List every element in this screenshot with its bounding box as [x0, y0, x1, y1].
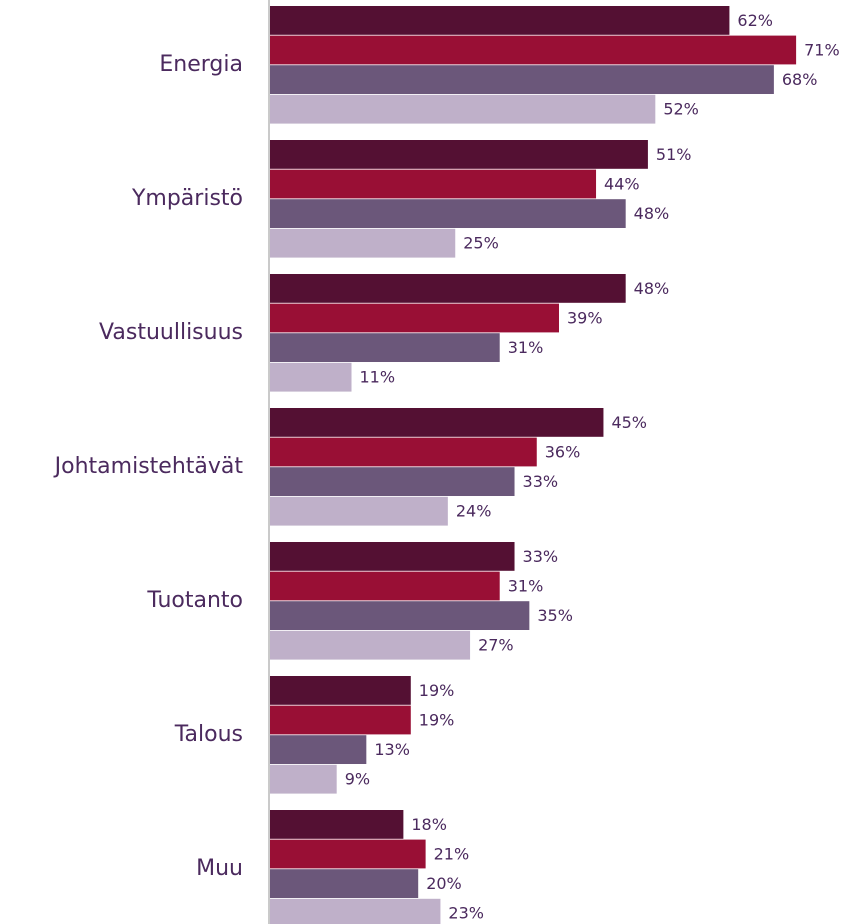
category-label: Muu: [196, 856, 243, 881]
bar: [270, 94, 656, 124]
bar: [270, 898, 441, 924]
value-label: 44%: [604, 175, 640, 194]
bar: [270, 542, 515, 571]
value-label: 33%: [523, 472, 559, 491]
bar: [270, 601, 530, 630]
bar: [270, 437, 537, 467]
category-label: Ympäristö: [131, 186, 243, 211]
bar: [270, 35, 797, 65]
category-label: Talous: [174, 722, 243, 747]
value-label: 31%: [508, 577, 544, 596]
bar: [270, 199, 626, 228]
bar: [270, 571, 500, 601]
bar: [270, 228, 456, 258]
value-label: 25%: [463, 234, 499, 253]
value-label: 21%: [434, 845, 470, 864]
bar: [270, 839, 426, 869]
value-label: 39%: [567, 309, 603, 328]
value-label: 45%: [611, 413, 647, 432]
category-label: Tuotanto: [146, 588, 243, 613]
value-label: 33%: [523, 547, 559, 566]
value-label: 71%: [804, 41, 840, 60]
value-label: 35%: [537, 606, 573, 625]
value-label: 48%: [634, 279, 670, 298]
value-label: 48%: [634, 204, 670, 223]
bar: [270, 6, 730, 35]
value-label: 68%: [782, 70, 818, 89]
value-label: 36%: [545, 443, 581, 462]
bar: [270, 630, 471, 660]
value-label: 31%: [508, 338, 544, 357]
bar: [270, 169, 597, 199]
bar: [270, 467, 515, 496]
value-label: 9%: [345, 770, 370, 789]
bar: [270, 764, 337, 794]
bar: [270, 303, 559, 333]
bar: [270, 65, 774, 94]
category-label: Energia: [159, 52, 243, 77]
bar: [270, 140, 648, 169]
value-label: 23%: [448, 904, 484, 923]
category-label: Johtamistehtävät: [53, 454, 244, 479]
value-label: 27%: [478, 636, 514, 655]
value-label: 19%: [419, 711, 455, 730]
value-label: 19%: [419, 681, 455, 700]
value-label: 62%: [737, 11, 773, 30]
value-label: 18%: [411, 815, 447, 834]
value-label: 51%: [656, 145, 692, 164]
bar: [270, 676, 411, 705]
bar: [270, 705, 411, 735]
bar: [270, 869, 419, 898]
bar: [270, 496, 448, 526]
value-label: 24%: [456, 502, 492, 521]
category-label: Vastuullisuus: [99, 320, 243, 345]
value-label: 52%: [663, 100, 699, 119]
bar: [270, 274, 626, 303]
bar: [270, 362, 352, 392]
bar: [270, 810, 404, 839]
bar: [270, 408, 604, 437]
value-label: 13%: [374, 740, 410, 759]
bar: [270, 735, 367, 764]
value-label: 20%: [426, 874, 462, 893]
value-label: 11%: [360, 368, 396, 387]
bar: [270, 333, 500, 362]
